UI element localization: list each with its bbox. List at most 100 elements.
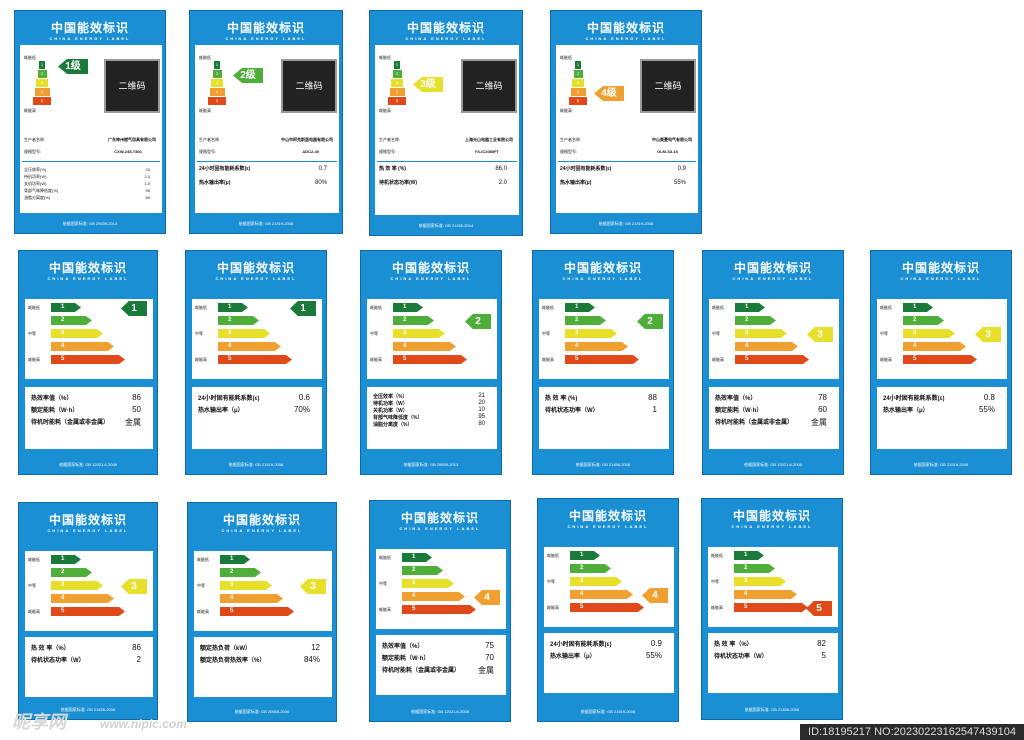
level-low-label: 耗能低 [28, 557, 40, 562]
level-high-label: 耗能高 [195, 357, 207, 362]
spec-name: 待机状态功率（W） [31, 658, 85, 664]
grade-bar-3: 3 [734, 577, 786, 586]
grade-bar-4: 4 [220, 594, 283, 603]
grade-bar-2: 2 [735, 316, 776, 325]
label-subtitle: CHINA ENERGY LABEL [585, 36, 667, 41]
energy-label-card: 中国能效标识 CHINA ENERGY LABEL 耗能低 中等 耗能高 1 2 3 4 5 4 24… [537, 498, 679, 722]
grade-bar-3: 3 [393, 329, 445, 338]
label-title: 中国能效标识 [568, 509, 647, 523]
label-title: 中国能效标识 [732, 509, 811, 523]
spec-value: 55% [645, 651, 662, 660]
standard-text: 依据国家标准: GB 21519-2008 [598, 221, 654, 226]
level-low-label: 耗能低 [197, 557, 209, 562]
spec-name: 待机时能耗（金属或非金属） [715, 420, 794, 426]
label-subtitle: CHINA ENERGY LABEL [225, 36, 307, 41]
standard-text: 依据国家标准: GB 12021.6-2008 [411, 709, 469, 714]
standard-text: 依据国家标准: GB 21456-2008 [744, 707, 800, 712]
producer-label: 生产者名称: [560, 137, 582, 142]
grade-bar-3: 3 [402, 579, 454, 588]
pyramid-step-3: 3 [391, 79, 403, 87]
grade-arrow: 1 [121, 301, 147, 316]
grade-bar-5: 5 [570, 603, 644, 612]
spec-value: 86.0 [495, 166, 507, 172]
level-low-label: 耗能低 [712, 305, 724, 310]
label-title: 中国能效标识 [901, 261, 980, 275]
spec-name: 待机功率（W） [373, 401, 408, 407]
spec-value: 86 [132, 643, 141, 652]
level-mid-label: 中等 [880, 331, 888, 336]
energy-label-card: 中国能效标识 CHINA ENERGY LABEL 耗能低 中等 耗能高 1 2 3 4 5 3 热效… [702, 250, 844, 475]
grade-bar-5: 5 [393, 355, 467, 364]
spec-value: 70% [293, 405, 310, 414]
spec-name: 24小时固有能耗系数(ε) [560, 166, 612, 172]
spec-value: 10 [478, 407, 485, 413]
spec-name: 热 效 率（%） [31, 646, 70, 652]
label-subtitle: CHINA ENERGY LABEL [221, 528, 303, 533]
model-label: 规格型号: [560, 149, 578, 154]
spec-value: 2 [136, 655, 141, 664]
level-low-label: 耗能低 [195, 305, 207, 310]
level-high-label: 耗能高 [542, 357, 554, 362]
grade-bar-3: 3 [735, 329, 787, 338]
grade-bar-3: 3 [51, 329, 103, 338]
qr-code: 二维码 [461, 59, 517, 113]
grade-arrow: 4 [642, 588, 668, 603]
divider [197, 161, 337, 162]
spec-value: 95 [145, 188, 150, 193]
model-label: 规格型号: [379, 149, 397, 154]
label-subtitle: CHINA ENERGY LABEL [731, 524, 813, 529]
model-value: ADC2-40 [302, 149, 319, 154]
label-subtitle: CHINA ENERGY LABEL [49, 36, 131, 41]
spec-value: 12 [311, 643, 320, 652]
pyramid-step-1: 1 [214, 61, 220, 69]
grade-bar-3: 3 [220, 581, 272, 590]
level-low-label: 耗能低 [711, 553, 723, 558]
level-mid-label: 中等 [712, 331, 720, 336]
spec-panel: 24小时固有能耗系数(ε) 0.9 热水输出率（μ） 55% [544, 633, 674, 693]
level-mid-label: 中等 [28, 583, 36, 588]
grade-arrow: 2 [637, 314, 663, 329]
spec-name: 待机状态功率（W） [714, 654, 768, 660]
label-subtitle: CHINA ENERGY LABEL [47, 276, 129, 281]
level-high-label: 耗能高 [712, 357, 724, 362]
spec-panel: 热效率值（%） 86 额定能耗（W·h） 50 待机时能耗（金属或非金属） 金属 [25, 387, 153, 449]
pyramid-step-4: 4 [209, 88, 225, 96]
level-low-label: 耗能低 [379, 55, 391, 60]
pyramid-step-5: 5 [33, 97, 51, 105]
spec-value: 84% [303, 655, 320, 664]
label-title: 中国能效标识 [586, 21, 665, 35]
label-title: 中国能效标识 [48, 261, 127, 275]
label-subtitle: CHINA ENERGY LABEL [562, 276, 644, 281]
standard-text: 依据国家标准: GB 21519-2008 [913, 462, 969, 467]
level-low-label: 耗能低 [28, 305, 40, 310]
grade-bar-1: 1 [220, 555, 250, 564]
spec-value: 20 [478, 400, 485, 406]
grade-bar-1: 1 [565, 303, 595, 312]
grade-bar-4: 4 [565, 342, 628, 351]
energy-label-card: 中国能效标识 CHINA ENERGY LABEL 耗能低 中等 耗能高 1 2 3 4 5 3 热 … [18, 502, 158, 720]
spec-value: 50 [132, 405, 141, 414]
energy-label-card: 中国能效标识 CHINA ENERGY LABEL 耗能低 中等 耗能高 1 2 3 4 5 4 热效… [369, 500, 511, 722]
label-subtitle: CHINA ENERGY LABEL [900, 276, 982, 281]
level-mid-label: 中等 [379, 581, 387, 586]
grade-bar-4: 4 [218, 342, 281, 351]
label-title: 中国能效标识 [391, 261, 470, 275]
grade-arrow: 3 [807, 327, 833, 342]
level-low-label: 耗能低 [379, 555, 391, 560]
divider [377, 161, 517, 162]
grade-bar-1: 1 [402, 553, 432, 562]
level-high-label: 耗能高 [379, 607, 391, 612]
grade-bar-2: 2 [903, 316, 944, 325]
spec-name: 热 效 率（%） [714, 642, 753, 648]
label-title: 中国能效标识 [48, 513, 127, 527]
label-panel: 耗能低 1 2 3 4 5 耗能高 4级 二维码 生产者名称: 中山美菱电气有限公司 规格型号: OLM… [556, 45, 698, 213]
pyramid-step-1: 1 [394, 61, 400, 69]
grade-bar-5: 5 [734, 603, 808, 612]
pyramid-step-2: 2 [392, 70, 402, 78]
level-high-label: 耗能高 [711, 605, 723, 610]
grade-bar-1: 1 [570, 551, 600, 560]
label-panel: 耗能低 中等 耗能高 1 2 3 4 5 4 [544, 547, 674, 627]
energy-label-card: 中国能效标识 CHINA ENERGY LABEL 耗能低 1 2 3 4 5 耗能高 3级 二维码… [369, 10, 523, 236]
label-title: 中国能效标识 [216, 261, 295, 275]
grade-bar-3: 3 [903, 329, 955, 338]
